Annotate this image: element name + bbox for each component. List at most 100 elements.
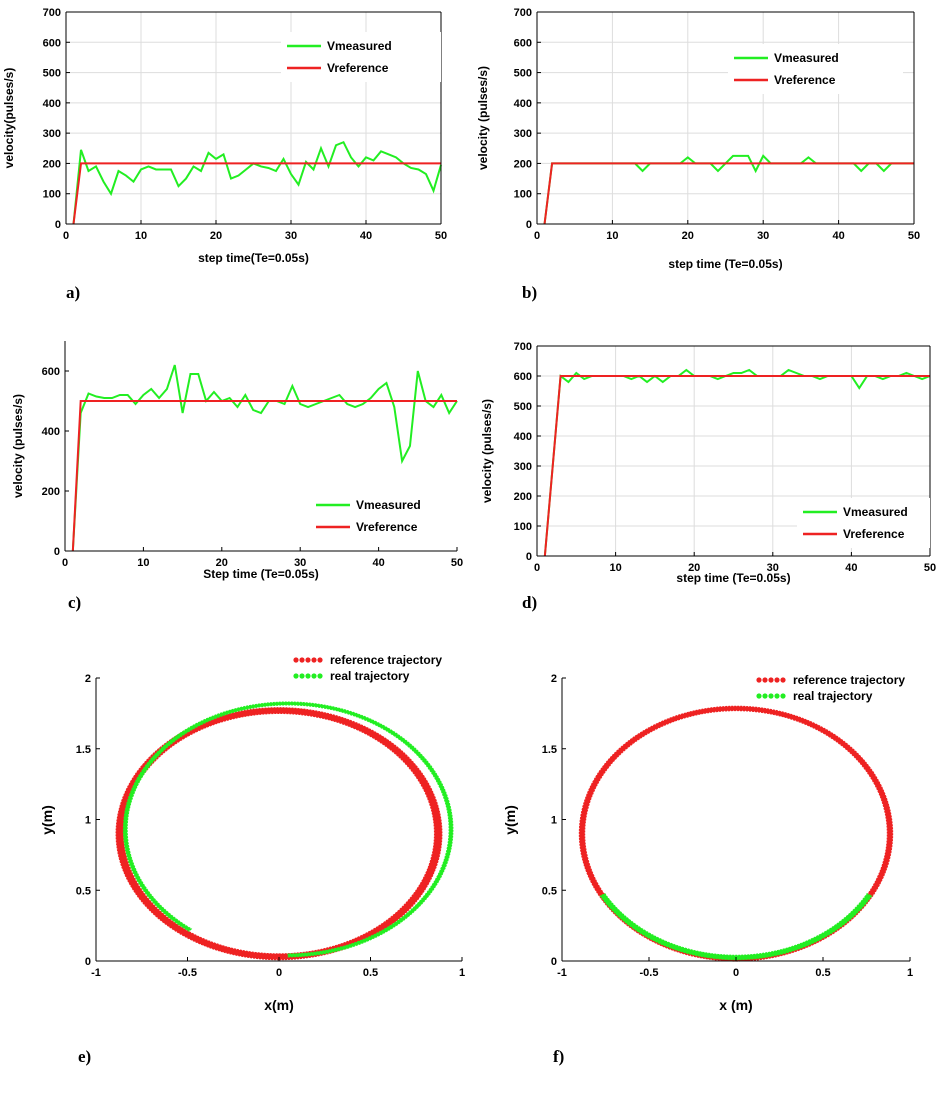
legend-marker: [311, 673, 317, 679]
y-tick-label: 100: [43, 189, 61, 201]
y-tick-label: 500: [514, 68, 532, 80]
series-band-real-trajectory: [122, 701, 454, 958]
x-tick-label: 20: [688, 562, 700, 574]
y-tick-label: 600: [42, 366, 60, 378]
panel-label: f): [553, 1047, 564, 1066]
legend-marker: [299, 657, 305, 663]
y-tick-label: 0.5: [542, 885, 557, 897]
y-tick-label: 600: [514, 371, 532, 383]
y-tick-label: 200: [42, 486, 60, 498]
legend-marker: [756, 693, 762, 699]
x-tick-label: 40: [372, 557, 384, 569]
y-tick-label: 1.5: [542, 744, 557, 756]
legend-marker: [311, 657, 317, 663]
y-tick-label: 100: [514, 521, 532, 533]
legend-label: Vmeasured: [356, 498, 421, 512]
legend-marker: [774, 677, 780, 683]
series-line-Vreference: [543, 375, 930, 557]
x-tick-label: 10: [137, 557, 149, 569]
x-tick-label: 20: [210, 230, 222, 242]
legend-label: real trajectory: [793, 689, 873, 703]
y-tick-label: 200: [514, 158, 532, 170]
y-tick-label: 1: [551, 815, 557, 827]
y-tick-label: 0: [526, 551, 532, 563]
x-tick-label: 0: [733, 967, 739, 979]
y-tick-label: 1.5: [76, 744, 91, 756]
x-tick-label: 50: [451, 557, 463, 569]
y-axis-label: velocity (pulses/s): [476, 66, 490, 170]
y-tick-label: 700: [514, 7, 532, 19]
x-axis-label: step time(Te=0.05s): [198, 251, 309, 265]
y-tick-label: 0: [551, 956, 557, 968]
legend-box: [281, 32, 441, 82]
y-tick-label: 2: [551, 673, 557, 685]
legend-box: [728, 44, 903, 94]
x-tick-label: 0: [534, 230, 540, 242]
y-tick-label: 400: [42, 426, 60, 438]
x-tick-label: 10: [606, 230, 618, 242]
panel-label: d): [522, 593, 537, 612]
x-tick-label: 20: [682, 230, 694, 242]
x-tick-label: 30: [294, 557, 306, 569]
y-axis-label: velocity (pulses/s): [11, 394, 25, 498]
y-tick-label: 0: [55, 219, 61, 231]
series-line-Vreference: [543, 162, 914, 225]
y-axis-label: velocity (pulses/s): [480, 399, 494, 503]
x-tick-label: 50: [924, 562, 936, 574]
y-tick-label: 500: [43, 68, 61, 80]
y-axis-label: y(m): [502, 805, 518, 835]
panel-label: a): [66, 283, 80, 302]
legend-marker: [305, 657, 311, 663]
x-tick-label: -1: [557, 967, 567, 979]
x-tick-label: 20: [216, 557, 228, 569]
series-band-real-trajectory: [599, 893, 873, 961]
x-tick-label: 0: [276, 967, 282, 979]
series-line-Vreference: [71, 400, 457, 552]
legend-label: Vreference: [843, 527, 905, 541]
x-tick-label: 0: [62, 557, 68, 569]
legend-label: Vmeasured: [843, 505, 908, 519]
x-tick-label: -0.5: [640, 967, 659, 979]
x-tick-label: 30: [285, 230, 297, 242]
x-tick-label: 10: [135, 230, 147, 242]
x-axis-label: step time (Te=0.05s): [676, 571, 790, 585]
series-line-Vmeasured: [71, 364, 458, 552]
y-tick-label: 300: [43, 128, 61, 140]
legend-marker: [317, 673, 323, 679]
y-tick-label: 600: [514, 37, 532, 49]
legend-marker: [768, 693, 774, 699]
legend-box: [310, 491, 457, 541]
legend-marker: [762, 693, 768, 699]
x-tick-label: 50: [908, 230, 920, 242]
y-tick-label: 1: [85, 815, 91, 827]
x-axis-label: Step time (Te=0.05s): [203, 567, 319, 581]
x-tick-label: 0.5: [363, 967, 378, 979]
plot-area-d: [543, 368, 931, 557]
legend-marker: [780, 677, 786, 683]
y-tick-label: 700: [43, 7, 61, 19]
legend-marker: [762, 677, 768, 683]
x-tick-label: 30: [757, 230, 769, 242]
series-line-Vreference: [72, 162, 441, 225]
x-tick-label: 0.5: [815, 967, 830, 979]
y-tick-label: 200: [43, 158, 61, 170]
legend-label: Vreference: [356, 520, 418, 534]
y-tick-label: 0: [85, 956, 91, 968]
legend-marker: [317, 657, 323, 663]
y-axis-label: velocity(pulses/s): [2, 68, 16, 169]
y-tick-label: 400: [514, 98, 532, 110]
legend-label: Vmeasured: [774, 51, 839, 65]
series-line-Vmeasured: [72, 140, 442, 225]
y-tick-label: 400: [514, 431, 532, 443]
panel-label: e): [78, 1047, 91, 1066]
legend-label: real trajectory: [330, 669, 410, 683]
x-tick-label: 1: [907, 967, 913, 979]
y-tick-label: 0.5: [76, 885, 91, 897]
legend-label: Vreference: [327, 61, 389, 75]
y-tick-label: 700: [514, 341, 532, 353]
plot-area-e: [115, 701, 454, 961]
x-axis-label: step time (Te=0.05s): [668, 257, 782, 271]
x-tick-label: 0: [534, 562, 540, 574]
x-tick-label: 1: [459, 967, 465, 979]
